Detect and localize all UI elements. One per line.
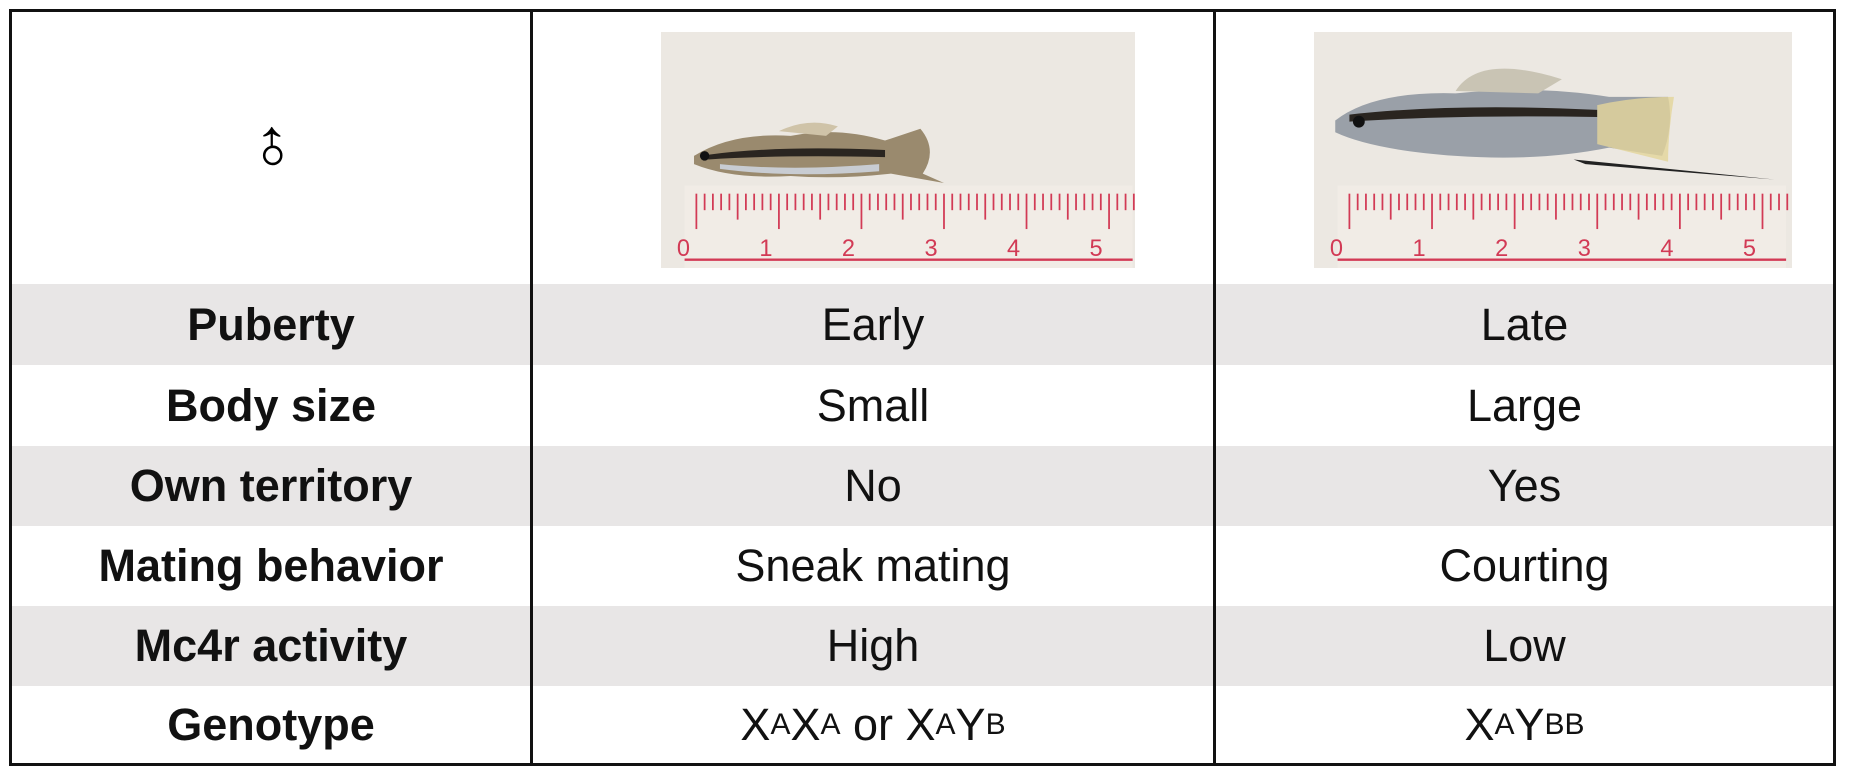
ruler-label: 4 bbox=[1660, 236, 1673, 262]
ruler-label: 3 bbox=[1578, 236, 1591, 262]
ruler-label: 2 bbox=[1495, 236, 1508, 262]
ruler-label: 1 bbox=[759, 235, 772, 261]
cell-value: Small bbox=[816, 379, 930, 431]
row-label: Mating behavior bbox=[98, 540, 444, 591]
ruler-label: 5 bbox=[1090, 235, 1103, 261]
cell-value: Low bbox=[1483, 620, 1566, 671]
row-label: Mc4r activity bbox=[134, 620, 408, 671]
cell-value: Yes bbox=[1487, 460, 1562, 511]
row-label: Own territory bbox=[129, 460, 413, 511]
table-row: Own territory No Yes bbox=[12, 446, 1833, 526]
table-row: Puberty Early Late bbox=[12, 284, 1833, 365]
table-row: Mc4r activity High Low bbox=[12, 606, 1833, 686]
ruler-tape bbox=[1337, 185, 1787, 268]
ruler-label: 5 bbox=[1743, 236, 1756, 262]
text-segment: Y bbox=[1514, 698, 1545, 750]
cell-value: Late bbox=[1480, 298, 1569, 350]
ruler-label: 0 bbox=[1330, 236, 1343, 262]
row-label: Puberty bbox=[187, 298, 355, 350]
cell-value: X A Y BB bbox=[1464, 698, 1585, 750]
ruler-label: 3 bbox=[924, 235, 937, 261]
cell-value: No bbox=[844, 460, 902, 511]
ruler-label: 2 bbox=[842, 235, 855, 261]
ruler-label: 1 bbox=[1412, 236, 1425, 262]
ruler-label: 0 bbox=[677, 235, 690, 261]
cell-value: High bbox=[826, 620, 920, 671]
text-segment: or X bbox=[840, 698, 936, 750]
table-frame bbox=[9, 9, 1836, 766]
fish-photo-large: 0 1 2 3 4 5 bbox=[1314, 32, 1792, 268]
text-segment: X bbox=[790, 698, 821, 750]
ruler: 0 1 2 3 4 5 bbox=[1330, 185, 1789, 268]
row-label: Genotype bbox=[167, 698, 375, 750]
column-divider bbox=[1213, 9, 1216, 766]
table-row: Body size Small Large bbox=[12, 365, 1833, 446]
male-symbol: ♂ bbox=[12, 12, 533, 284]
fish-photo-small: 0 1 2 3 4 5 bbox=[661, 32, 1135, 268]
table-row: Genotype X A X A or X A Y B X A Y BB bbox=[12, 686, 1833, 763]
ruler-label: 4 bbox=[1007, 235, 1020, 261]
cell-value: Sneak mating bbox=[735, 540, 1011, 591]
text-segment: Y bbox=[955, 698, 986, 750]
table-row: Mating behavior Sneak mating Courting bbox=[12, 526, 1833, 606]
row-label: Body size bbox=[165, 379, 377, 431]
column-divider bbox=[530, 9, 533, 766]
ruler-tape bbox=[684, 185, 1133, 268]
text-segment: X bbox=[1464, 698, 1495, 750]
cell-value: Large bbox=[1466, 379, 1583, 431]
cell-value: Early bbox=[821, 298, 925, 350]
text-segment: X bbox=[740, 698, 771, 750]
cell-value: Courting bbox=[1439, 540, 1610, 591]
ruler: 0 1 2 3 4 5 bbox=[677, 185, 1135, 268]
symbol-text: ♂ bbox=[226, 101, 319, 195]
